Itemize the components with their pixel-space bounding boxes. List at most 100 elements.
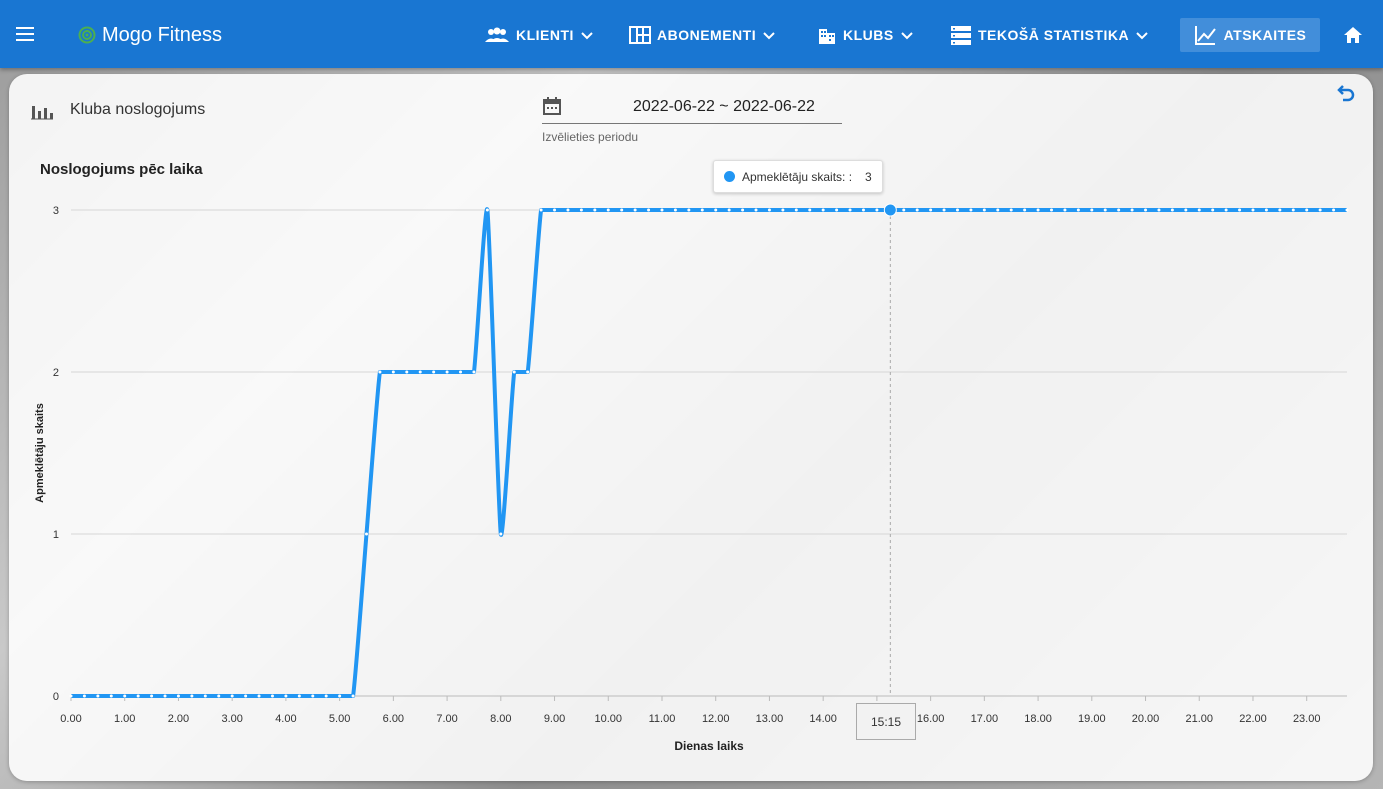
- occupancy-chart[interactable]: 0 1 2 3 0.00 1.00 2.00 3.00 4.00 5.00 6.00 7.00 8.00…: [9, 74, 1373, 781]
- report-card: Kluba noslogojums 2022-06-22 ~ 2022-06-2…: [9, 74, 1373, 781]
- data-point: [176, 694, 180, 698]
- data-point: [351, 694, 355, 698]
- nav-atskaites[interactable]: ATSKAITES: [1180, 18, 1320, 52]
- data-point: [190, 694, 194, 698]
- x-tick-label: 11.00: [649, 713, 676, 725]
- x-cursor-label: 15:15: [856, 703, 916, 740]
- data-point: [982, 208, 986, 212]
- home-icon[interactable]: [1333, 20, 1373, 50]
- data-point: [553, 208, 557, 212]
- x-tick-label: 7.00: [436, 713, 457, 725]
- data-point: [257, 694, 261, 698]
- data-point: [1211, 208, 1215, 212]
- data-point: [1130, 208, 1134, 212]
- data-point: [606, 208, 610, 212]
- nav-tekosa-statistika[interactable]: TEKOŠĀ STATISTIKA: [950, 22, 1149, 48]
- chart-tooltip: Apmeklētāju skaits: : 3: [713, 160, 883, 193]
- data-point: [1197, 208, 1201, 212]
- x-tick-label: 16.00: [917, 713, 945, 725]
- y-tick-label: 1: [53, 529, 59, 541]
- y-tick-label: 3: [53, 205, 59, 217]
- data-point: [1103, 208, 1107, 212]
- y-axis-title: Apmeklētāju skaits: [34, 403, 46, 503]
- data-point: [405, 370, 409, 374]
- series-color-dot: [724, 171, 735, 182]
- data-point: [1224, 208, 1228, 212]
- data-point: [1117, 208, 1121, 212]
- x-tick-label: 22.00: [1239, 713, 1267, 725]
- data-point: [969, 208, 973, 212]
- data-point: [754, 208, 758, 212]
- nav-label: KLIENTI: [516, 27, 574, 43]
- date-range-input[interactable]: 2022-06-22 ~ 2022-06-22: [542, 94, 842, 124]
- storage-icon: [951, 26, 971, 45]
- data-point: [1063, 208, 1067, 212]
- x-tick-label: 19.00: [1078, 713, 1106, 725]
- top-app-bar: Mogo Fitness KLIENTI ABONEMENTI: [0, 0, 1383, 68]
- data-point: [1332, 208, 1336, 212]
- data-point: [579, 208, 583, 212]
- nav-klienti[interactable]: KLIENTI: [484, 22, 594, 48]
- data-point: [1184, 208, 1188, 212]
- data-point: [1050, 208, 1054, 212]
- data-point: [324, 694, 328, 698]
- data-point: [512, 370, 516, 374]
- data-point: [767, 208, 771, 212]
- data-point: [835, 208, 839, 212]
- data-point: [109, 694, 113, 698]
- data-point: [270, 694, 274, 698]
- series-line: [71, 207, 1347, 698]
- data-point: [364, 532, 368, 536]
- data-point: [203, 694, 207, 698]
- x-tick-label: 10.00: [594, 713, 622, 725]
- chart-title: Noslogojums pēc laika: [40, 161, 203, 178]
- x-tick-label: 13.00: [756, 713, 784, 725]
- data-point: [472, 370, 476, 374]
- data-point: [499, 532, 503, 536]
- nav-klubs[interactable]: KLUBS: [817, 22, 914, 48]
- people-icon: [485, 27, 509, 42]
- grid-icon: [629, 26, 651, 44]
- building-icon: [819, 29, 835, 44]
- date-range-hint: Izvēlieties periodu: [542, 130, 639, 144]
- x-tick-label: 4.00: [275, 713, 296, 725]
- x-tick-label: 0.00: [60, 713, 81, 725]
- data-point: [485, 208, 489, 212]
- x-tick-label: 21.00: [1185, 713, 1213, 725]
- date-range-value: 2022-06-22 ~ 2022-06-22: [633, 98, 815, 115]
- data-point: [230, 694, 234, 698]
- data-point: [781, 208, 785, 212]
- menu-icon[interactable]: [16, 22, 42, 46]
- y-tick-label: 0: [53, 691, 59, 703]
- data-point: [1170, 208, 1174, 212]
- data-point: [673, 208, 677, 212]
- data-point: [1278, 208, 1282, 212]
- data-point: [861, 208, 865, 212]
- brand-name: Mogo Fitness: [102, 23, 223, 46]
- data-point: [794, 208, 798, 212]
- data-point: [1009, 208, 1013, 212]
- data-point: [741, 208, 745, 212]
- x-tick-label: 14.00: [809, 713, 837, 725]
- data-point: [1157, 208, 1161, 212]
- x-tick-label: 18.00: [1024, 713, 1052, 725]
- data-point: [123, 694, 127, 698]
- data-point: [459, 370, 463, 374]
- data-point: [915, 208, 919, 212]
- data-point: [1090, 208, 1094, 212]
- nav-label: KLUBS: [843, 27, 894, 43]
- data-point: [311, 694, 315, 698]
- bar-chart-icon: [31, 106, 53, 120]
- data-point: [338, 694, 342, 698]
- data-point: [418, 370, 422, 374]
- data-point: [700, 208, 704, 212]
- x-tick-label: 17.00: [971, 713, 999, 725]
- data-point: [1345, 208, 1349, 212]
- data-point: [848, 208, 852, 212]
- data-point: [1076, 208, 1080, 212]
- data-point: [727, 208, 731, 212]
- data-point: [1264, 208, 1268, 212]
- undo-icon[interactable]: [1337, 83, 1357, 108]
- nav-abonementi[interactable]: ABONEMENTI: [629, 22, 776, 48]
- brand[interactable]: Mogo Fitness: [78, 22, 222, 48]
